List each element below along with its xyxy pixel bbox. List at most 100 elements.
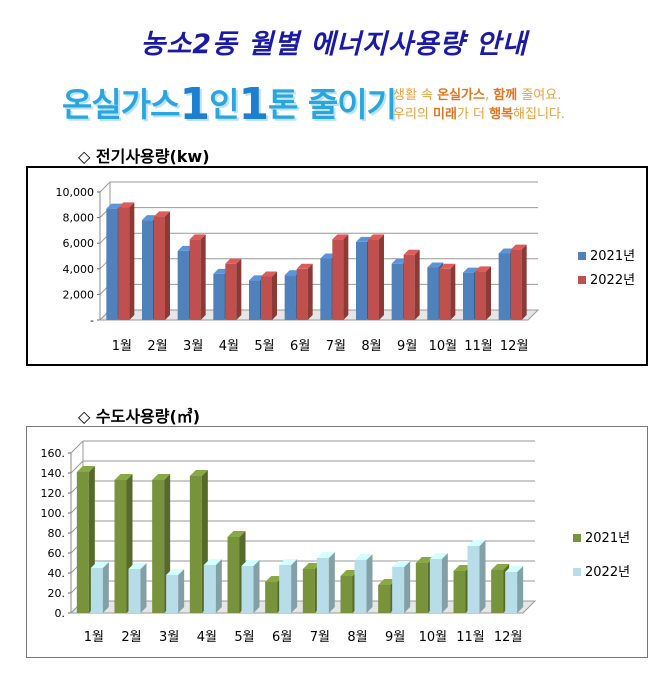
bar-top (296, 263, 313, 269)
bar-front (128, 569, 141, 613)
y-tick-label: 40. (48, 567, 66, 580)
legend-label: 2021년 (585, 531, 630, 546)
slogan-part: 톤 줄이기 (268, 85, 397, 124)
legend-swatch (578, 276, 586, 284)
bar-front (76, 472, 89, 613)
y-tick-label: 100. (41, 507, 66, 520)
bar-top (505, 566, 524, 572)
bar (429, 553, 448, 613)
bar-side (521, 244, 527, 320)
bar (475, 266, 491, 320)
bar-front (189, 239, 201, 320)
bar (166, 569, 185, 613)
gridline-side (99, 181, 111, 193)
x-tick-label: 1월 (84, 630, 104, 645)
x-tick-label: 7월 (310, 630, 330, 645)
tagline-line-1: 생활 속 온실가스, 함께 줄여요. (393, 86, 565, 105)
x-tick-label: 10월 (419, 630, 448, 645)
bar-front (302, 569, 315, 613)
y-tick-label: 80. (48, 527, 66, 540)
bar (128, 563, 147, 613)
bar-side (486, 266, 491, 320)
x-tick-label: 12월 (500, 339, 529, 354)
bar-side (307, 263, 313, 320)
bar-side (450, 263, 456, 320)
legend-label: 2022년 (590, 273, 635, 288)
tagline-text: 해집니다. (513, 107, 566, 122)
bar-front (340, 576, 353, 613)
bar (392, 561, 411, 613)
bar-top (498, 248, 515, 254)
bar-top (128, 563, 147, 569)
bar-front (118, 207, 130, 320)
x-tick-label: 8월 (347, 630, 367, 645)
campaign-slogan: 온실가스1인1톤 줄이기 (62, 78, 397, 130)
bar-top (340, 570, 359, 576)
bar-side (343, 234, 349, 320)
bar (241, 560, 260, 613)
bar-front (106, 208, 118, 320)
bar (296, 263, 313, 320)
bar-top (392, 561, 411, 567)
bar (189, 234, 206, 320)
bar-front (475, 271, 486, 320)
gridline-side (70, 440, 84, 454)
bar-front (90, 568, 103, 613)
legend-swatch (578, 252, 586, 260)
y-tick-label: 160. (41, 447, 66, 460)
bar-top (203, 559, 222, 565)
bar-front (225, 263, 237, 320)
bar-top (415, 557, 434, 563)
bar-top (453, 565, 472, 571)
x-tick-label: 5월 (254, 339, 274, 354)
bar-side (236, 258, 242, 320)
bar-top (76, 466, 95, 472)
bar-side (479, 540, 486, 613)
x-tick-label: 4월 (197, 630, 217, 645)
tagline-highlight: 온실가스 (437, 88, 485, 103)
slogan-part: 온실가스 (62, 85, 180, 124)
bar-front (316, 558, 329, 613)
bar-side (366, 554, 373, 613)
bar (90, 562, 109, 613)
bar-front (415, 563, 428, 613)
bar-side (178, 569, 185, 613)
bar-top (152, 474, 171, 480)
bar (332, 234, 349, 320)
bar (279, 559, 298, 613)
bar (467, 540, 486, 613)
bar-front (279, 565, 292, 613)
bar-top (475, 266, 491, 272)
legend-swatch (573, 568, 581, 576)
x-tick-label: 9월 (397, 339, 417, 354)
bar-front (177, 250, 189, 320)
bar-top (189, 470, 208, 476)
bar-top (261, 271, 277, 277)
x-tick-label: 2월 (121, 630, 141, 645)
bar-top (279, 559, 298, 565)
bar-side (272, 271, 277, 320)
bar-side (200, 234, 206, 320)
bar-front (453, 571, 466, 613)
water-chart-svg: 0. 20. 40. 60. 80. 100. 120. 140. 160. 1월 2월 3월 4월 5월… (41, 440, 630, 645)
bar-front (152, 480, 165, 613)
tagline-text: , (485, 88, 494, 103)
bar-front (142, 220, 153, 320)
x-tick-label: 5월 (234, 630, 254, 645)
slogan-part: 인 (209, 85, 239, 124)
bar (368, 234, 384, 320)
bar-top (354, 554, 373, 560)
tagline-text: 생활 속 (393, 88, 438, 103)
legend-label: 2021년 (590, 249, 635, 264)
bar (316, 552, 335, 613)
x-tick-label: 4월 (219, 339, 239, 354)
bar-side (215, 559, 222, 613)
y-tick-label: 20. (48, 587, 66, 600)
bar-front (332, 239, 344, 320)
bar-top (368, 234, 384, 240)
bar-top (510, 244, 527, 250)
bar-top (225, 258, 242, 264)
tagline-highlight: 행복 (489, 107, 514, 122)
bar-front (203, 565, 216, 613)
campaign-tagline: 생활 속 온실가스, 함께 줄여요. 우리의 미래가 더 행복해집니다. (393, 86, 565, 124)
